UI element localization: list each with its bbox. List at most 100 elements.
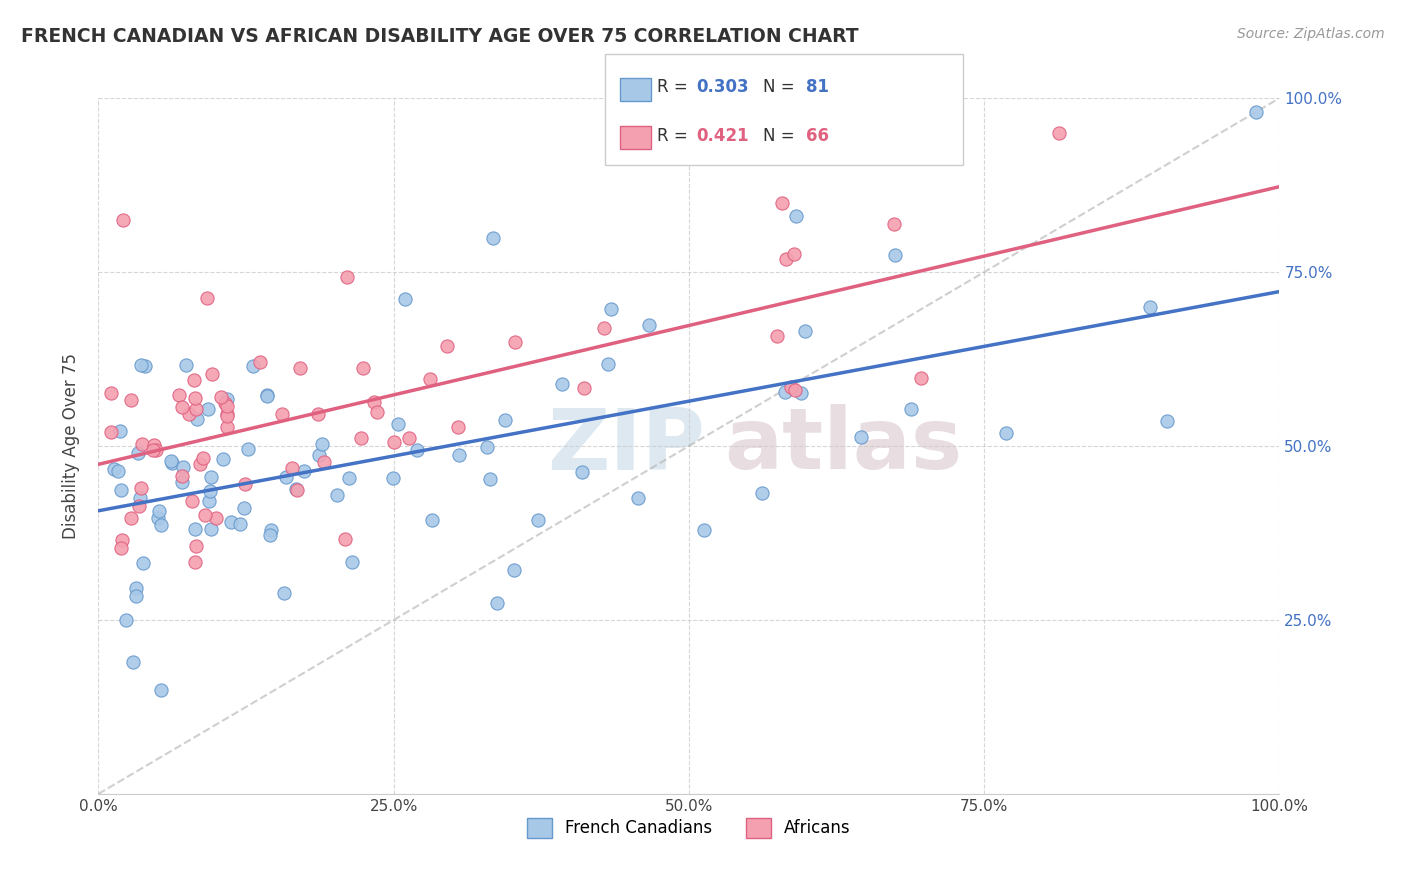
Point bbox=[751, 485, 773, 500]
Point bbox=[215, 409, 238, 423]
Point bbox=[419, 372, 441, 386]
Point bbox=[143, 438, 166, 452]
Point bbox=[215, 420, 238, 434]
Point bbox=[775, 385, 797, 400]
Point bbox=[336, 270, 359, 285]
Point bbox=[184, 522, 207, 536]
Point bbox=[197, 402, 219, 417]
Point bbox=[141, 442, 163, 457]
Point bbox=[783, 246, 806, 260]
Point bbox=[900, 401, 922, 416]
Point bbox=[482, 231, 505, 245]
Point bbox=[436, 339, 458, 353]
Point bbox=[112, 213, 135, 227]
Point bbox=[236, 442, 259, 457]
Point bbox=[333, 532, 356, 546]
Point bbox=[883, 217, 905, 231]
Point bbox=[131, 437, 153, 451]
Point bbox=[288, 361, 311, 376]
Point bbox=[766, 329, 789, 343]
Point bbox=[600, 301, 623, 316]
Point bbox=[779, 380, 801, 394]
Point bbox=[177, 408, 200, 422]
Point bbox=[217, 392, 239, 406]
Point bbox=[775, 252, 797, 266]
Point bbox=[219, 515, 242, 529]
Point bbox=[212, 451, 235, 466]
Point bbox=[256, 388, 278, 402]
Point bbox=[307, 407, 329, 421]
Point bbox=[125, 589, 148, 603]
Point bbox=[398, 431, 420, 445]
Point bbox=[294, 464, 316, 478]
Point bbox=[170, 475, 193, 490]
Point bbox=[160, 456, 183, 470]
Point bbox=[200, 522, 222, 536]
Point bbox=[129, 481, 152, 495]
Point bbox=[259, 528, 281, 542]
Point bbox=[120, 511, 142, 525]
Text: 81: 81 bbox=[806, 78, 828, 96]
Point bbox=[129, 358, 152, 372]
Point bbox=[312, 455, 335, 469]
Point bbox=[394, 292, 416, 306]
Point bbox=[167, 388, 190, 402]
Point bbox=[281, 461, 304, 475]
Point bbox=[148, 510, 170, 524]
Text: R =: R = bbox=[657, 127, 693, 145]
Point bbox=[994, 426, 1017, 441]
Point bbox=[1156, 414, 1178, 428]
Point bbox=[108, 424, 131, 438]
Point bbox=[884, 248, 907, 262]
Point bbox=[276, 470, 298, 484]
Point bbox=[479, 472, 502, 486]
Point bbox=[285, 483, 308, 497]
Point bbox=[186, 402, 208, 417]
Point bbox=[214, 396, 236, 410]
Point bbox=[486, 596, 509, 610]
Point bbox=[794, 325, 817, 339]
Point bbox=[198, 484, 221, 499]
Point bbox=[337, 471, 360, 485]
Point bbox=[134, 359, 156, 374]
Point bbox=[132, 556, 155, 570]
Legend: French Canadians, Africans: French Canadians, Africans bbox=[520, 811, 858, 845]
Point bbox=[596, 357, 619, 371]
Point bbox=[572, 381, 595, 395]
Point bbox=[149, 518, 172, 533]
Point bbox=[148, 504, 170, 518]
Point bbox=[571, 466, 593, 480]
Point bbox=[381, 471, 404, 485]
Point bbox=[115, 613, 138, 627]
Point bbox=[627, 491, 650, 505]
Point bbox=[110, 483, 132, 498]
Point bbox=[638, 318, 661, 332]
Point bbox=[785, 383, 807, 397]
Point bbox=[159, 454, 181, 468]
Point bbox=[181, 494, 204, 508]
Point bbox=[352, 361, 374, 376]
Text: N =: N = bbox=[763, 127, 800, 145]
Y-axis label: Disability Age Over 75: Disability Age Over 75 bbox=[62, 353, 80, 539]
Point bbox=[851, 429, 873, 443]
Point bbox=[184, 391, 207, 405]
Point bbox=[110, 541, 132, 555]
Point bbox=[120, 392, 142, 407]
Text: N =: N = bbox=[763, 78, 800, 96]
Point bbox=[593, 321, 616, 335]
Point bbox=[242, 359, 264, 373]
Point bbox=[184, 539, 207, 553]
Point bbox=[475, 440, 498, 454]
Point bbox=[111, 533, 134, 547]
Point bbox=[285, 482, 308, 496]
Point bbox=[502, 563, 524, 577]
Point bbox=[145, 443, 167, 458]
Point bbox=[217, 407, 239, 421]
Point bbox=[229, 517, 252, 532]
Point bbox=[693, 523, 716, 537]
Point bbox=[174, 359, 197, 373]
Point bbox=[186, 411, 208, 425]
Text: FRENCH CANADIAN VS AFRICAN DISABILITY AGE OVER 75 CORRELATION CHART: FRENCH CANADIAN VS AFRICAN DISABILITY AG… bbox=[21, 27, 859, 45]
Point bbox=[128, 499, 150, 513]
Text: atlas: atlas bbox=[724, 404, 963, 488]
